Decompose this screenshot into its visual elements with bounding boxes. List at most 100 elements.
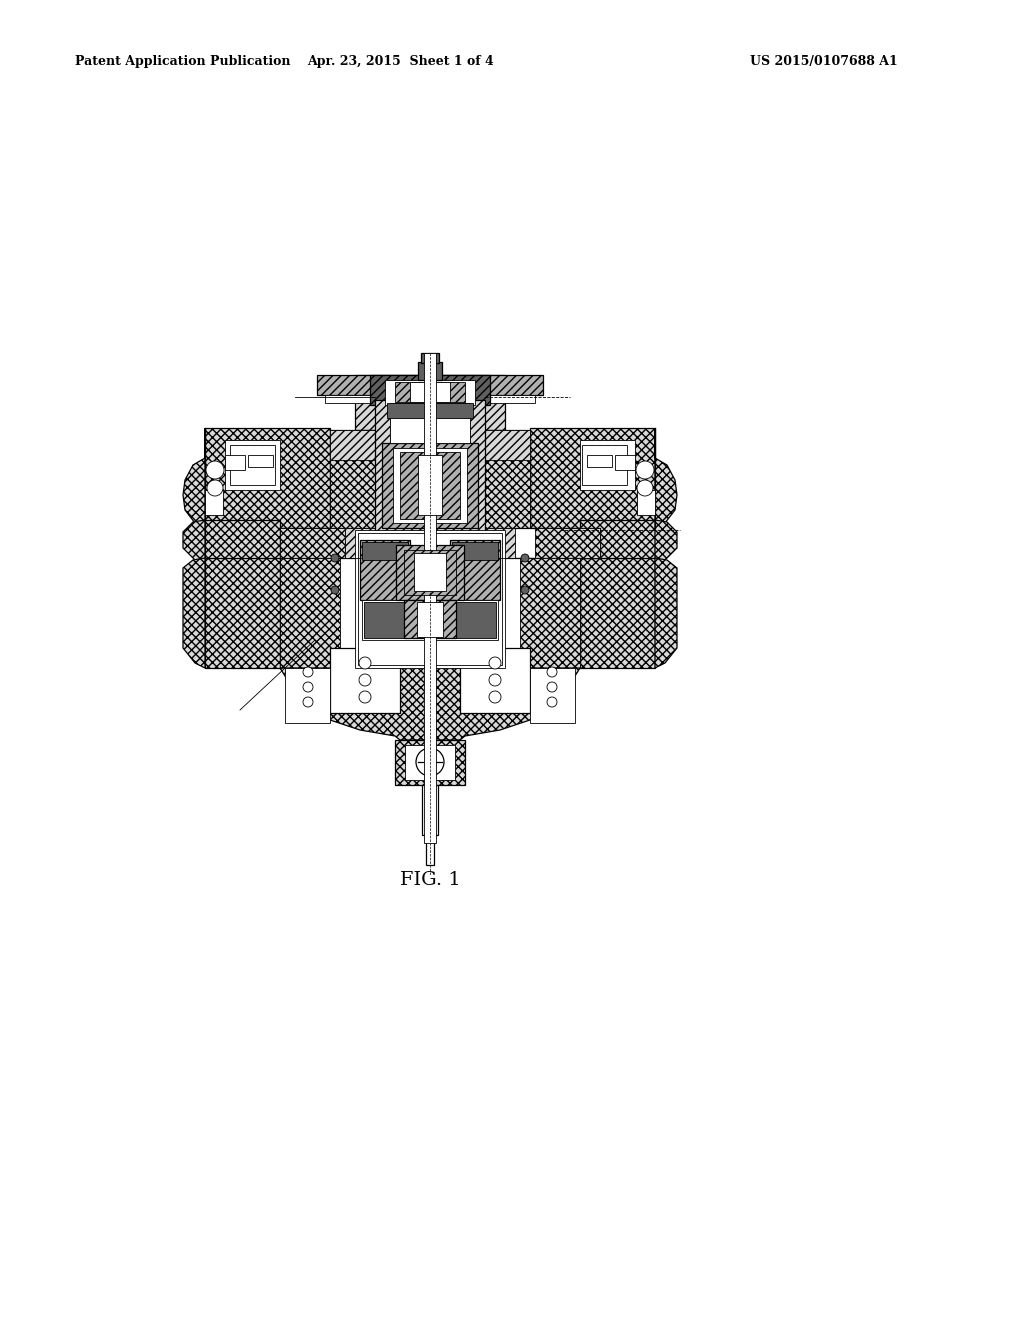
Bar — [362, 601, 498, 640]
Bar — [330, 430, 530, 560]
Circle shape — [303, 697, 313, 708]
Bar — [280, 528, 345, 558]
Circle shape — [489, 690, 501, 704]
Bar — [382, 444, 478, 528]
Text: US 2015/0107688 A1: US 2015/0107688 A1 — [750, 55, 898, 69]
Bar — [375, 400, 485, 560]
Bar — [580, 558, 655, 668]
Bar — [280, 528, 600, 558]
Bar — [587, 455, 612, 467]
Bar — [404, 601, 456, 638]
Bar — [417, 602, 443, 638]
Bar — [582, 445, 627, 484]
Bar — [530, 668, 575, 723]
Bar — [395, 381, 465, 403]
Bar — [446, 602, 496, 638]
Bar — [330, 430, 530, 459]
Bar — [330, 648, 400, 713]
Bar — [285, 668, 330, 723]
Bar — [400, 451, 460, 519]
Bar — [387, 403, 473, 418]
Circle shape — [331, 554, 339, 562]
Bar — [580, 520, 655, 565]
Polygon shape — [183, 558, 205, 668]
Bar — [362, 543, 408, 560]
Bar — [205, 520, 280, 565]
Polygon shape — [655, 428, 677, 528]
Bar — [205, 428, 330, 528]
Bar — [248, 455, 273, 467]
Bar — [480, 430, 530, 560]
Bar — [520, 558, 580, 668]
Circle shape — [303, 667, 313, 677]
Bar — [393, 447, 467, 523]
Bar — [355, 531, 505, 668]
Bar — [406, 744, 455, 780]
Bar — [330, 430, 380, 560]
Text: FIG. 1: FIG. 1 — [399, 871, 461, 888]
Circle shape — [303, 682, 313, 692]
Bar — [205, 558, 280, 668]
Bar — [452, 543, 498, 560]
Bar — [364, 602, 414, 638]
Polygon shape — [655, 520, 677, 565]
Bar — [460, 648, 530, 713]
Circle shape — [489, 657, 501, 669]
Circle shape — [547, 697, 557, 708]
Polygon shape — [655, 558, 677, 668]
Circle shape — [547, 667, 557, 677]
Bar — [280, 558, 340, 668]
Bar — [404, 550, 456, 595]
Bar — [358, 533, 502, 665]
Bar — [345, 528, 395, 558]
Bar — [360, 540, 410, 601]
Bar — [418, 455, 442, 515]
Bar — [317, 375, 543, 395]
Bar — [230, 445, 275, 484]
Polygon shape — [280, 668, 580, 741]
Bar — [637, 490, 655, 515]
Bar — [410, 381, 450, 403]
Circle shape — [637, 480, 653, 496]
Bar — [390, 418, 470, 444]
Bar — [385, 380, 475, 405]
Bar — [390, 403, 470, 444]
Bar — [421, 352, 439, 363]
Circle shape — [359, 675, 371, 686]
Bar — [205, 490, 223, 515]
Circle shape — [521, 586, 529, 594]
Bar — [225, 455, 245, 470]
Bar — [225, 440, 280, 490]
Bar — [615, 455, 635, 470]
Circle shape — [359, 690, 371, 704]
Bar — [465, 528, 515, 558]
Circle shape — [521, 554, 529, 562]
Circle shape — [547, 682, 557, 692]
Bar — [580, 440, 635, 490]
Bar — [426, 836, 434, 865]
Circle shape — [489, 675, 501, 686]
Text: Apr. 23, 2015  Sheet 1 of 4: Apr. 23, 2015 Sheet 1 of 4 — [306, 55, 494, 69]
Circle shape — [331, 586, 339, 594]
Circle shape — [359, 657, 371, 669]
Bar — [530, 428, 655, 528]
Bar — [355, 375, 505, 430]
Circle shape — [416, 748, 444, 776]
Bar — [280, 558, 580, 668]
Polygon shape — [183, 520, 205, 565]
Bar — [418, 362, 442, 380]
Bar — [422, 785, 438, 836]
Bar — [325, 395, 535, 403]
Circle shape — [207, 480, 223, 496]
Circle shape — [206, 461, 224, 479]
Bar — [414, 553, 446, 591]
Circle shape — [636, 461, 654, 479]
Bar — [450, 540, 500, 601]
Bar — [395, 741, 465, 785]
Polygon shape — [183, 428, 205, 528]
Bar — [535, 528, 600, 558]
Bar — [396, 545, 464, 601]
Bar — [424, 352, 436, 843]
Text: Patent Application Publication: Patent Application Publication — [75, 55, 291, 69]
Bar — [370, 375, 490, 405]
